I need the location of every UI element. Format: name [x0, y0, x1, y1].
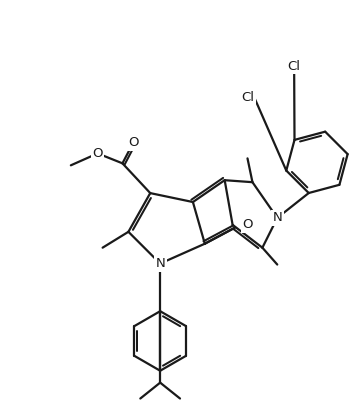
Text: O: O [92, 147, 103, 160]
Text: O: O [242, 218, 253, 231]
Text: N: N [272, 211, 282, 224]
Text: N: N [155, 257, 165, 270]
Text: O: O [128, 136, 139, 149]
Text: Cl: Cl [241, 91, 254, 104]
Text: Cl: Cl [288, 59, 301, 73]
